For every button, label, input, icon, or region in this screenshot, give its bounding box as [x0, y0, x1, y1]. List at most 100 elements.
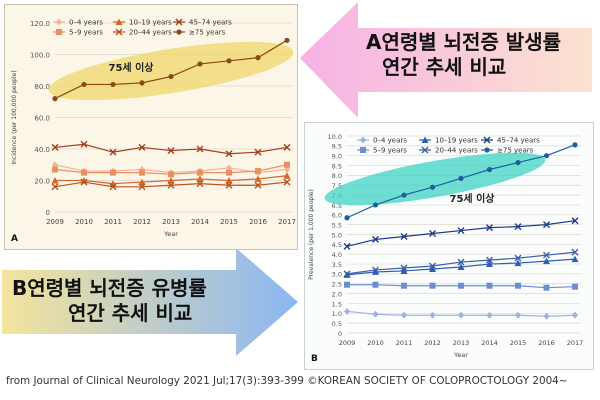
- chart-a-panel-letter: A: [11, 234, 18, 244]
- chart-a-data-point: [109, 183, 117, 191]
- chart-b-data-point: [486, 282, 493, 289]
- chart-a-legend-label: 0–4 years: [69, 19, 103, 27]
- chart-b-xtick-label: 2010: [367, 339, 384, 347]
- chart-a-legend-label: ≥75 years: [189, 29, 226, 37]
- chart-a-data-point: [167, 177, 175, 184]
- chart-b-xtick-label: 2013: [453, 339, 470, 347]
- chart-b-ytick-label: 8.0: [332, 172, 342, 180]
- chart-b-data-point: [486, 260, 493, 268]
- chart-a-series-1: [52, 161, 290, 178]
- chart-a-data-point: [196, 145, 204, 153]
- annotation-a-title: A연령별 뇌전증 발생률 연간 추세 비교: [366, 30, 561, 80]
- chart-b-data-point: [344, 215, 350, 221]
- chart-b-data-point: [457, 263, 465, 271]
- chart-a-xtick-label: 2013: [162, 218, 180, 226]
- chart-a-data-point: [167, 147, 175, 155]
- chart-a-xtick-label: 2014: [191, 218, 209, 226]
- chart-b-ytick-label: 9.0: [332, 153, 342, 161]
- chart-b-ytick-label: 3.5: [332, 261, 342, 269]
- chart-b-ytick-label: 1.5: [332, 300, 342, 308]
- chart-b-ytick-label: 5.5: [332, 221, 342, 229]
- chart-b-data-point: [429, 184, 436, 190]
- chart-b-ytick-label: 2.0: [332, 290, 342, 298]
- chart-a-xlabel: Year: [163, 230, 178, 238]
- chart-a-data-point: [167, 181, 175, 189]
- chart-a-data-point: [81, 169, 87, 176]
- chart-b-data-point: [429, 282, 436, 289]
- chart-a-data-point: [225, 150, 233, 158]
- chart-a-legend-marker: [115, 18, 123, 25]
- chart-a-xtick-label: 2017: [278, 218, 296, 226]
- chart-a-data-point: [138, 183, 146, 191]
- chart-a-data-point: [225, 181, 233, 189]
- chart-b-data-point: [543, 312, 550, 320]
- chart-a-data-point: [225, 177, 233, 184]
- chart-b-series-3: [343, 248, 579, 278]
- chart-b-data-point: [400, 232, 408, 240]
- chart-a-data-point: [283, 143, 291, 151]
- chart-a-data-point: [226, 169, 232, 176]
- chart-a-legend-marker: [56, 29, 62, 35]
- chart-b-data-point: [543, 153, 550, 159]
- chart-b-data-point: [401, 192, 407, 198]
- annotation-b-title: B연령별 뇌전증 유병률 연간 추세 비교: [12, 276, 207, 326]
- chart-a-data-point: [284, 37, 290, 43]
- chart-b-data-point: [571, 217, 579, 225]
- annotation-b-line2: 연간 추세 비교: [68, 301, 193, 325]
- chart-b-data-point: [515, 311, 521, 319]
- chart-a-xtick-label: 2011: [104, 218, 122, 226]
- chart-b-svg: 0 0.5 1.0 1.5 2.02.5 3.0 3.5 4.0 4.5 5.0 5.56.0 6.5…: [308, 133, 583, 364]
- chart-b-legend-label: ≥75 years: [497, 147, 534, 155]
- chart-b-panel-letter: B: [311, 354, 318, 364]
- chart-a-data-point: [52, 166, 58, 173]
- chart-b-legend-marker: [421, 146, 429, 154]
- chart-b-data-point: [514, 254, 522, 262]
- chart-b-series-5: [344, 142, 578, 221]
- chart-b-legend-label: 45–74 years: [497, 137, 540, 145]
- chart-a-legend-label: 10–19 years: [129, 19, 172, 27]
- chart-a-svg: 0 20.0 40.0 60.0 80.0 100.0 120.0 2009 2010 2011 2…: [11, 18, 296, 244]
- chart-b-ytick-label: 7.5: [332, 182, 342, 190]
- chart-a-legend-item: 0–4 years: [53, 18, 103, 27]
- arrow-a: [300, 2, 592, 118]
- chart-a-legend-item: 5–9 years: [53, 29, 103, 37]
- chart-a-xtick-label: 2010: [75, 218, 93, 226]
- chart-a-data-point: [197, 61, 203, 67]
- chart-a-data-point: [168, 73, 174, 80]
- chart-a-data-point: [81, 81, 87, 88]
- chart-a-data-point: [197, 169, 203, 176]
- chart-b-data-point: [400, 264, 408, 272]
- chart-a-data-point: [80, 140, 88, 148]
- chart-a-data-point: [168, 171, 174, 178]
- chart-a-series-4: [51, 140, 291, 158]
- chart-a-xtick-label: 2015: [220, 218, 238, 226]
- chart-a-data-point: [283, 178, 291, 186]
- chart-a-data-point: [283, 172, 291, 179]
- chart-b-data-point: [344, 281, 350, 288]
- chart-a-ytick-label: 100.0: [30, 51, 50, 59]
- chart-b-data-point: [543, 251, 550, 259]
- chart-a-legend-label: 45–74 years: [189, 19, 232, 27]
- chart-b-xtick-label: 2009: [339, 339, 356, 347]
- chart-b-data-point: [543, 284, 550, 291]
- chart-a-data-point: [51, 177, 59, 184]
- chart-a-data-point: [80, 178, 88, 186]
- chart-b-data-point: [401, 311, 407, 319]
- chart-a-data-point: [254, 181, 262, 189]
- annotation-a-line2: 연간 추세 비교: [382, 55, 507, 79]
- chart-a-data-point: [139, 169, 145, 176]
- chart-a-data-point: [139, 80, 145, 86]
- chart-b-legend-marker: [483, 136, 491, 144]
- chart-b-ytick-label: 9.5: [332, 143, 342, 151]
- chart-a-xtick-label: 2012: [133, 218, 151, 226]
- chart-b-data-point: [372, 235, 379, 243]
- chart-b-data-point: [571, 248, 579, 256]
- chart-panel-b: 0 0.5 1.0 1.5 2.0 2.5 3.0 3.5 4.0 4.5 5.0 5.5 6.0 6.5…: [304, 122, 594, 370]
- chart-b-data-point: [372, 202, 379, 208]
- chart-a-ytick-label: 20.0: [34, 177, 50, 185]
- chart-a-legend-marker: [176, 29, 182, 35]
- chart-a-legend-item: 10–19 years: [113, 18, 172, 27]
- chart-b-data-point: [400, 267, 408, 274]
- chart-b-highlight-ellipse: [324, 152, 546, 206]
- chart-b-legend-item: 0–4 years: [357, 136, 407, 145]
